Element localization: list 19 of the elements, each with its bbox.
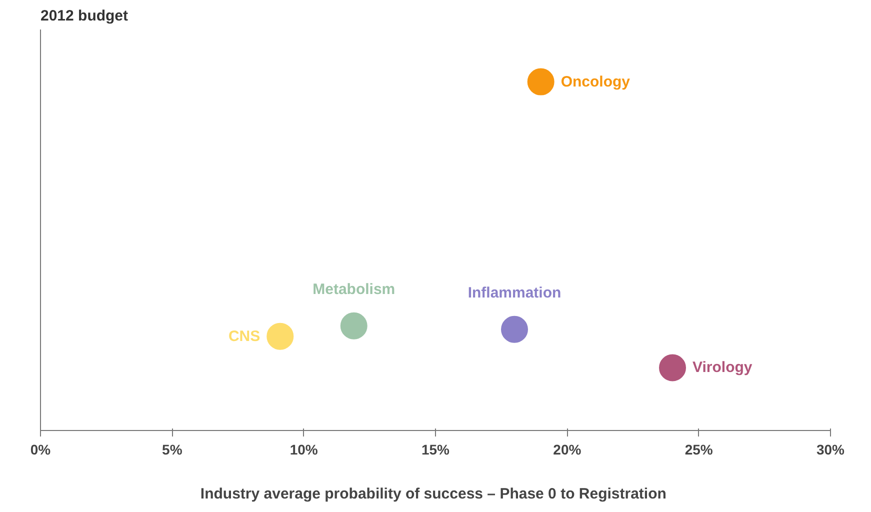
annotation: Virology <box>692 359 753 376</box>
x-tick-label: 0% <box>30 442 52 458</box>
point <box>340 312 368 340</box>
point <box>266 322 294 350</box>
annotation: CNS <box>228 328 260 345</box>
point <box>659 354 686 382</box>
x-tick-label: 15% <box>421 442 450 458</box>
annotation: Inflammation <box>468 284 562 302</box>
annotation: Metabolism <box>312 280 396 298</box>
x-tick-label: 5% <box>162 442 183 458</box>
x-tick-label: 10% <box>290 442 318 458</box>
x-tick-label: 25% <box>684 442 714 458</box>
point <box>527 68 554 96</box>
y-axis-title: 2012 budget <box>40 8 128 24</box>
annotation: Oncology <box>560 73 631 90</box>
x-tick-label: 20% <box>553 442 582 458</box>
x-tick-label: 30% <box>816 442 846 458</box>
x-axis-title: Industry average probability of success – Phase 0 to Registration <box>200 486 666 502</box>
point <box>501 316 528 343</box>
